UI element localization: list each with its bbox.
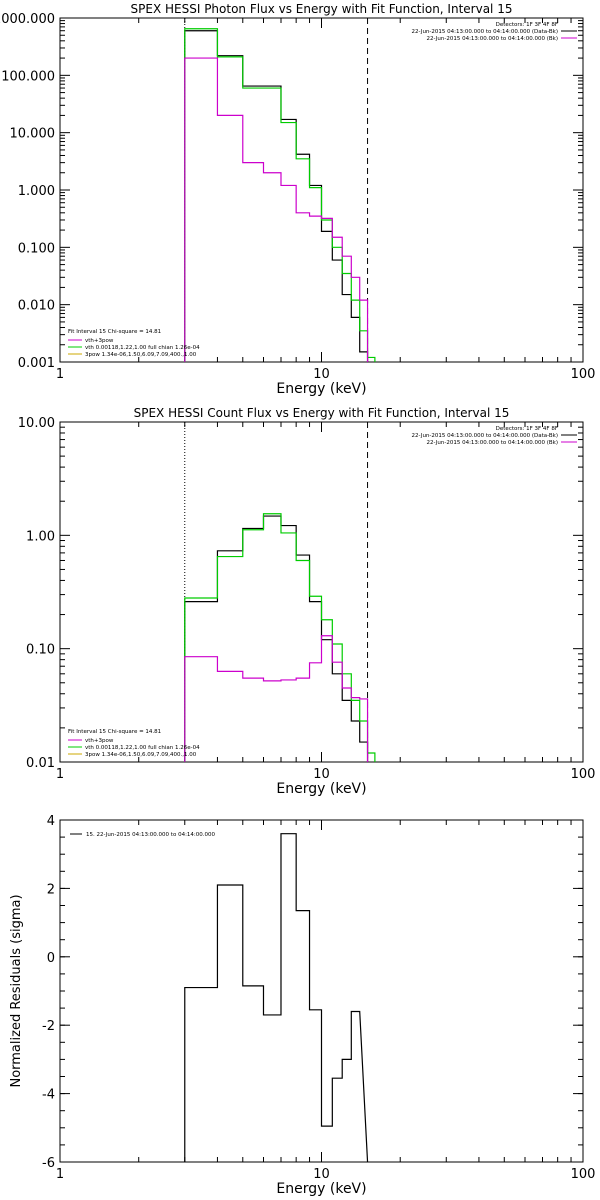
info-text: 22-Jun-2015 04:13:00.000 to 04:14:00.000… xyxy=(412,433,558,439)
series-line-2 xyxy=(184,513,376,762)
chart-title: SPEX HESSI Count Flux vs Energy with Fit… xyxy=(134,406,510,420)
x-tick-label: 1 xyxy=(56,1167,64,1182)
legend-entry: 15. 22-Jun-2015 04:13:00.000 to 04:14:00… xyxy=(86,832,216,838)
series-line-3 xyxy=(184,57,369,362)
x-tick-label: 100 xyxy=(571,367,596,382)
x-tick-label: 10 xyxy=(313,367,330,382)
x-tick-label: 10 xyxy=(313,1167,330,1182)
y-tick-label: -2 xyxy=(42,1019,55,1034)
y-tick-label: 0.10 xyxy=(26,643,55,658)
x-tick-label: 10 xyxy=(313,767,330,782)
series-line-1 xyxy=(184,833,369,1162)
info-text: Detectors: 1F 3F 4F 8F xyxy=(496,22,558,28)
chart-panel-2: SPEX HESSI Count Flux vs Energy with Fit… xyxy=(18,406,596,797)
info-text: 22-Jun-2015 04:13:00.000 to 04:14:00.000… xyxy=(426,440,558,446)
y-tick-label: 1.000 xyxy=(18,184,55,199)
y-tick-label: 0 xyxy=(47,951,55,966)
info-text: Detectors: 1F 3F 4F 8F xyxy=(496,426,558,432)
series-group xyxy=(184,833,369,1162)
x-tick-label: 1 xyxy=(56,767,64,782)
legend-entry: vth+3pow xyxy=(85,338,114,344)
plot-frame xyxy=(59,421,584,763)
legend-header: Fit Interval 15 Chi-square = 14.81 xyxy=(68,329,161,335)
legend-entry: vth 0.00118,1.22,1.00 full chian 1.26e-0… xyxy=(85,745,200,751)
y-tick-label: 10.000 xyxy=(10,127,56,142)
y-tick-label: 2 xyxy=(47,882,55,897)
series-group xyxy=(184,513,376,762)
x-tick-label: 100 xyxy=(571,767,596,782)
x-axis-label: Energy (keV) xyxy=(276,781,366,797)
series-line-2 xyxy=(184,28,376,362)
legend-header: Fit Interval 15 Chi-square = 14.81 xyxy=(68,729,161,735)
y-tick-label: 100.000 xyxy=(1,69,55,84)
y-axis-label: Normalized Residuals (sigma) xyxy=(9,894,24,1087)
y-tick-label: -4 xyxy=(42,1088,55,1103)
y-tick-label: -6 xyxy=(42,1156,55,1171)
y-tick-label: 10.00 xyxy=(18,416,55,431)
y-tick-label: 1000.000 xyxy=(0,12,55,27)
y-tick-label: 0.001 xyxy=(18,356,55,371)
legend-entry: 3pow 1.34e-06,1.50,6.09,7.09,400.,1.00 xyxy=(85,352,197,358)
legend-entry: vth+3pow xyxy=(85,738,114,744)
chart-panel-3: 1 10 100 Energy (keV) -6 -4 -2 0 2 4 Normalized Re… xyxy=(9,814,595,1197)
series-group xyxy=(184,28,376,362)
y-tick-label: 1.00 xyxy=(26,529,55,544)
y-tick-label: 4 xyxy=(47,814,55,829)
x-axis-label: Energy (keV) xyxy=(276,381,366,397)
info-text: 22-Jun-2015 04:13:00.000 to 04:14:00.000… xyxy=(426,36,558,42)
x-axis-label: Energy (keV) xyxy=(276,1181,366,1197)
series-line-1 xyxy=(184,30,369,362)
series-line-1 xyxy=(184,515,369,762)
y-tick-label: 0.01 xyxy=(26,756,55,771)
series-line-3 xyxy=(184,635,369,762)
chart-title: SPEX HESSI Photon Flux vs Energy with Fi… xyxy=(131,2,513,16)
legend-entry: 3pow 1.34e-06,1.50,6.09,7.09,400.,1.00 xyxy=(85,752,197,758)
info-text: 22-Jun-2015 04:13:00.000 to 04:14:00.000… xyxy=(412,29,558,35)
y-tick-label: 0.100 xyxy=(18,241,55,256)
x-tick-label: 100 xyxy=(571,1167,596,1182)
y-tick-label: 0.010 xyxy=(18,299,55,314)
x-tick-label: 1 xyxy=(56,367,64,382)
chart-panel-1: SPEX HESSI Photon Flux vs Energy with Fi… xyxy=(0,2,595,397)
legend-entry: vth 0.00118,1.22,1.00 full chian 1.26e-0… xyxy=(85,345,200,351)
